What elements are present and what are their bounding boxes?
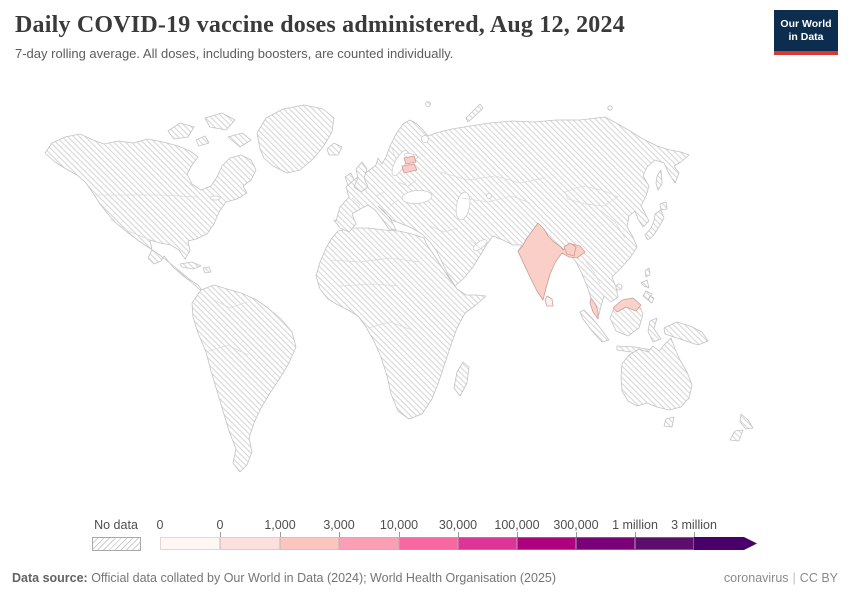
white-sea: [421, 135, 429, 143]
country-malaysia-borneo[interactable]: [612, 297, 642, 313]
legend-bin[interactable]: [220, 537, 280, 550]
legend-tick-label: 1 million: [612, 518, 658, 532]
legend-tick-label: 3,000: [323, 518, 355, 532]
region-greenland[interactable]: [256, 104, 335, 174]
region-ireland[interactable]: [344, 172, 355, 186]
chart-subtitle: 7-day rolling average. All doses, includ…: [15, 46, 454, 61]
country-bangladesh[interactable]: [563, 242, 577, 257]
region-new-guinea[interactable]: [663, 321, 709, 346]
legend-bin[interactable]: [339, 537, 399, 550]
region-japan[interactable]: [644, 201, 668, 241]
country-malaysia-peninsular[interactable]: [589, 297, 599, 320]
legend-bin[interactable]: [694, 537, 757, 550]
legend-bin[interactable]: [635, 537, 694, 550]
data-source-line: Data source: Official data collated by O…: [12, 571, 556, 585]
legend-bin[interactable]: [280, 537, 339, 550]
country-estonia[interactable]: [403, 155, 417, 165]
region-arctic-islands[interactable]: [167, 112, 252, 148]
persian-gulf: [472, 239, 488, 251]
legend-no-data-swatch[interactable]: [92, 537, 141, 551]
license-link[interactable]: CC BY: [799, 571, 838, 585]
legend-tickmark: [635, 532, 636, 537]
data-source-text: Official data collated by Our World in D…: [87, 571, 557, 585]
legend-bin[interactable]: [160, 537, 220, 550]
footer-separator: |: [792, 571, 796, 585]
chart-header: Daily COVID-19 vaccine doses administere…: [15, 10, 765, 62]
region-north-america[interactable]: [44, 133, 257, 294]
region-eurasia[interactable]: [333, 116, 690, 319]
country-sri-lanka[interactable]: [544, 295, 554, 307]
legend-tickmark: [220, 532, 221, 537]
great-lakes: [209, 195, 221, 201]
region-madagascar[interactable]: [453, 361, 470, 397]
legend-tickmark: [458, 532, 459, 537]
chart-footer: Data source: Official data collated by O…: [0, 567, 850, 585]
region-sumatra[interactable]: [579, 309, 610, 343]
legend-tick-label: 30,000: [438, 518, 478, 532]
region-severnaya-zemlya[interactable]: [607, 105, 613, 111]
region-philippines[interactable]: [640, 279, 655, 304]
aral-sea: [486, 193, 492, 199]
chart-title: Daily COVID-19 vaccine doses administere…: [15, 12, 625, 38]
legend-tickmark: [694, 532, 695, 537]
legend-no-data-label: No data: [94, 518, 138, 532]
legend-tickmark: [339, 532, 340, 537]
legend-bin[interactable]: [399, 537, 458, 550]
legend-tickmark: [517, 532, 518, 537]
country-borders: [93, 147, 626, 356]
region-south-america[interactable]: [191, 284, 297, 473]
region-tasmania[interactable]: [663, 416, 675, 428]
country-india[interactable]: [517, 222, 586, 301]
footer-links: coronavirus | CC BY: [724, 571, 838, 585]
region-svalbard[interactable]: [425, 101, 431, 107]
region-sulawesi[interactable]: [647, 317, 662, 343]
region-hainan[interactable]: [615, 283, 623, 291]
legend-tickmark: [280, 532, 281, 537]
region-taiwan[interactable]: [644, 267, 651, 278]
legend-bin[interactable]: [458, 537, 517, 550]
legend-tickmark: [576, 532, 577, 537]
region-great-britain[interactable]: [353, 161, 369, 193]
legend-tick-label: 100,000: [494, 518, 540, 532]
black-sea: [401, 190, 433, 204]
region-sakhalin[interactable]: [655, 169, 663, 191]
legend-tick-label: 3 million: [671, 518, 717, 532]
region-australia[interactable]: [620, 337, 693, 411]
owid-logo-line2: in Data: [788, 31, 824, 43]
legend-bin[interactable]: [576, 537, 635, 550]
country-latvia[interactable]: [401, 163, 418, 174]
owid-logo-line1: Our World: [780, 18, 832, 30]
legend-tick-label: 0: [216, 518, 224, 532]
legend-tick-label: 300,000: [553, 518, 599, 532]
data-source-label: Data source:: [12, 571, 88, 585]
region-iceland[interactable]: [326, 142, 343, 156]
legend-tick-label: 1,000: [264, 518, 296, 532]
region-new-zealand[interactable]: [729, 413, 754, 442]
region-novaya-zemlya[interactable]: [465, 103, 484, 123]
legend-tick-label: 10,000: [379, 518, 419, 532]
legend-bin[interactable]: [517, 537, 576, 550]
legend-tick-label: 0: [156, 518, 164, 532]
region-africa[interactable]: [315, 227, 487, 420]
region-caribbean[interactable]: [179, 261, 212, 274]
owid-logo[interactable]: Our World in Data: [774, 10, 838, 55]
legend: No data 0 0 1,000 3,000 10,000 30,000 100,000 3…: [0, 518, 850, 554]
legend-tickmark: [399, 532, 400, 537]
tag-link[interactable]: coronavirus: [723, 571, 789, 585]
